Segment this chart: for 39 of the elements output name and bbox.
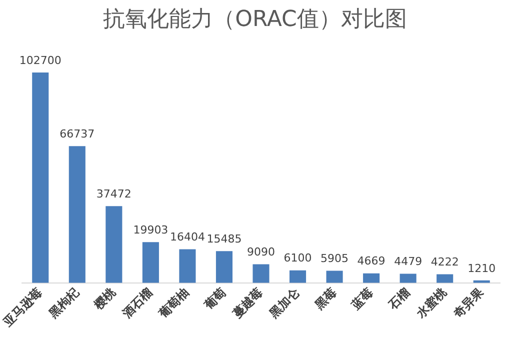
data-label: 4222 [430,256,459,269]
bar [326,270,343,283]
data-label: 102700 [19,54,62,67]
bar [252,264,270,283]
bar [289,270,306,283]
x-tick-label: 奇异果 [450,284,487,322]
bar [436,274,454,283]
data-label: 15485 [206,232,242,246]
chart-title: 抗氧化能力（ORAC值）对比图 [102,6,408,34]
x-tick-label: 亚马逊莓 [0,285,45,330]
x-tick-label: 黑枸杞 [45,284,82,322]
bar [216,251,233,283]
x-tick-label: 黑莓 [311,285,339,313]
data-label: 6100 [284,252,312,265]
x-tick-label: 蔓越莓 [229,285,266,322]
bar [179,249,196,283]
data-label: 16404 [170,230,205,244]
x-tick-label: 石榴 [384,285,412,313]
data-label: 5905 [320,252,349,266]
data-label: 4479 [394,255,422,268]
data-label: 66737 [60,128,95,141]
x-tick-label: 葡萄柚 [156,285,192,322]
x-tick-label: 黑加仑 [266,284,303,322]
data-label: 4669 [357,254,386,268]
bar [32,72,49,283]
x-tick-label: 水蜜桃 [413,284,450,322]
bar [400,274,416,283]
x-tick-label: 蓝莓 [348,285,376,313]
bar [106,206,122,283]
x-tick-label: 酒石榴 [118,285,156,322]
x-tick-label: 葡萄 [200,285,229,313]
data-label: 1210 [468,262,496,275]
x-tick-label: 樱桃 [90,284,119,313]
bar [68,146,86,283]
data-label: 19903 [133,223,168,236]
bar [142,242,159,283]
data-label: 9090 [247,246,275,259]
data-label: 37472 [96,187,132,200]
bar [363,273,380,283]
